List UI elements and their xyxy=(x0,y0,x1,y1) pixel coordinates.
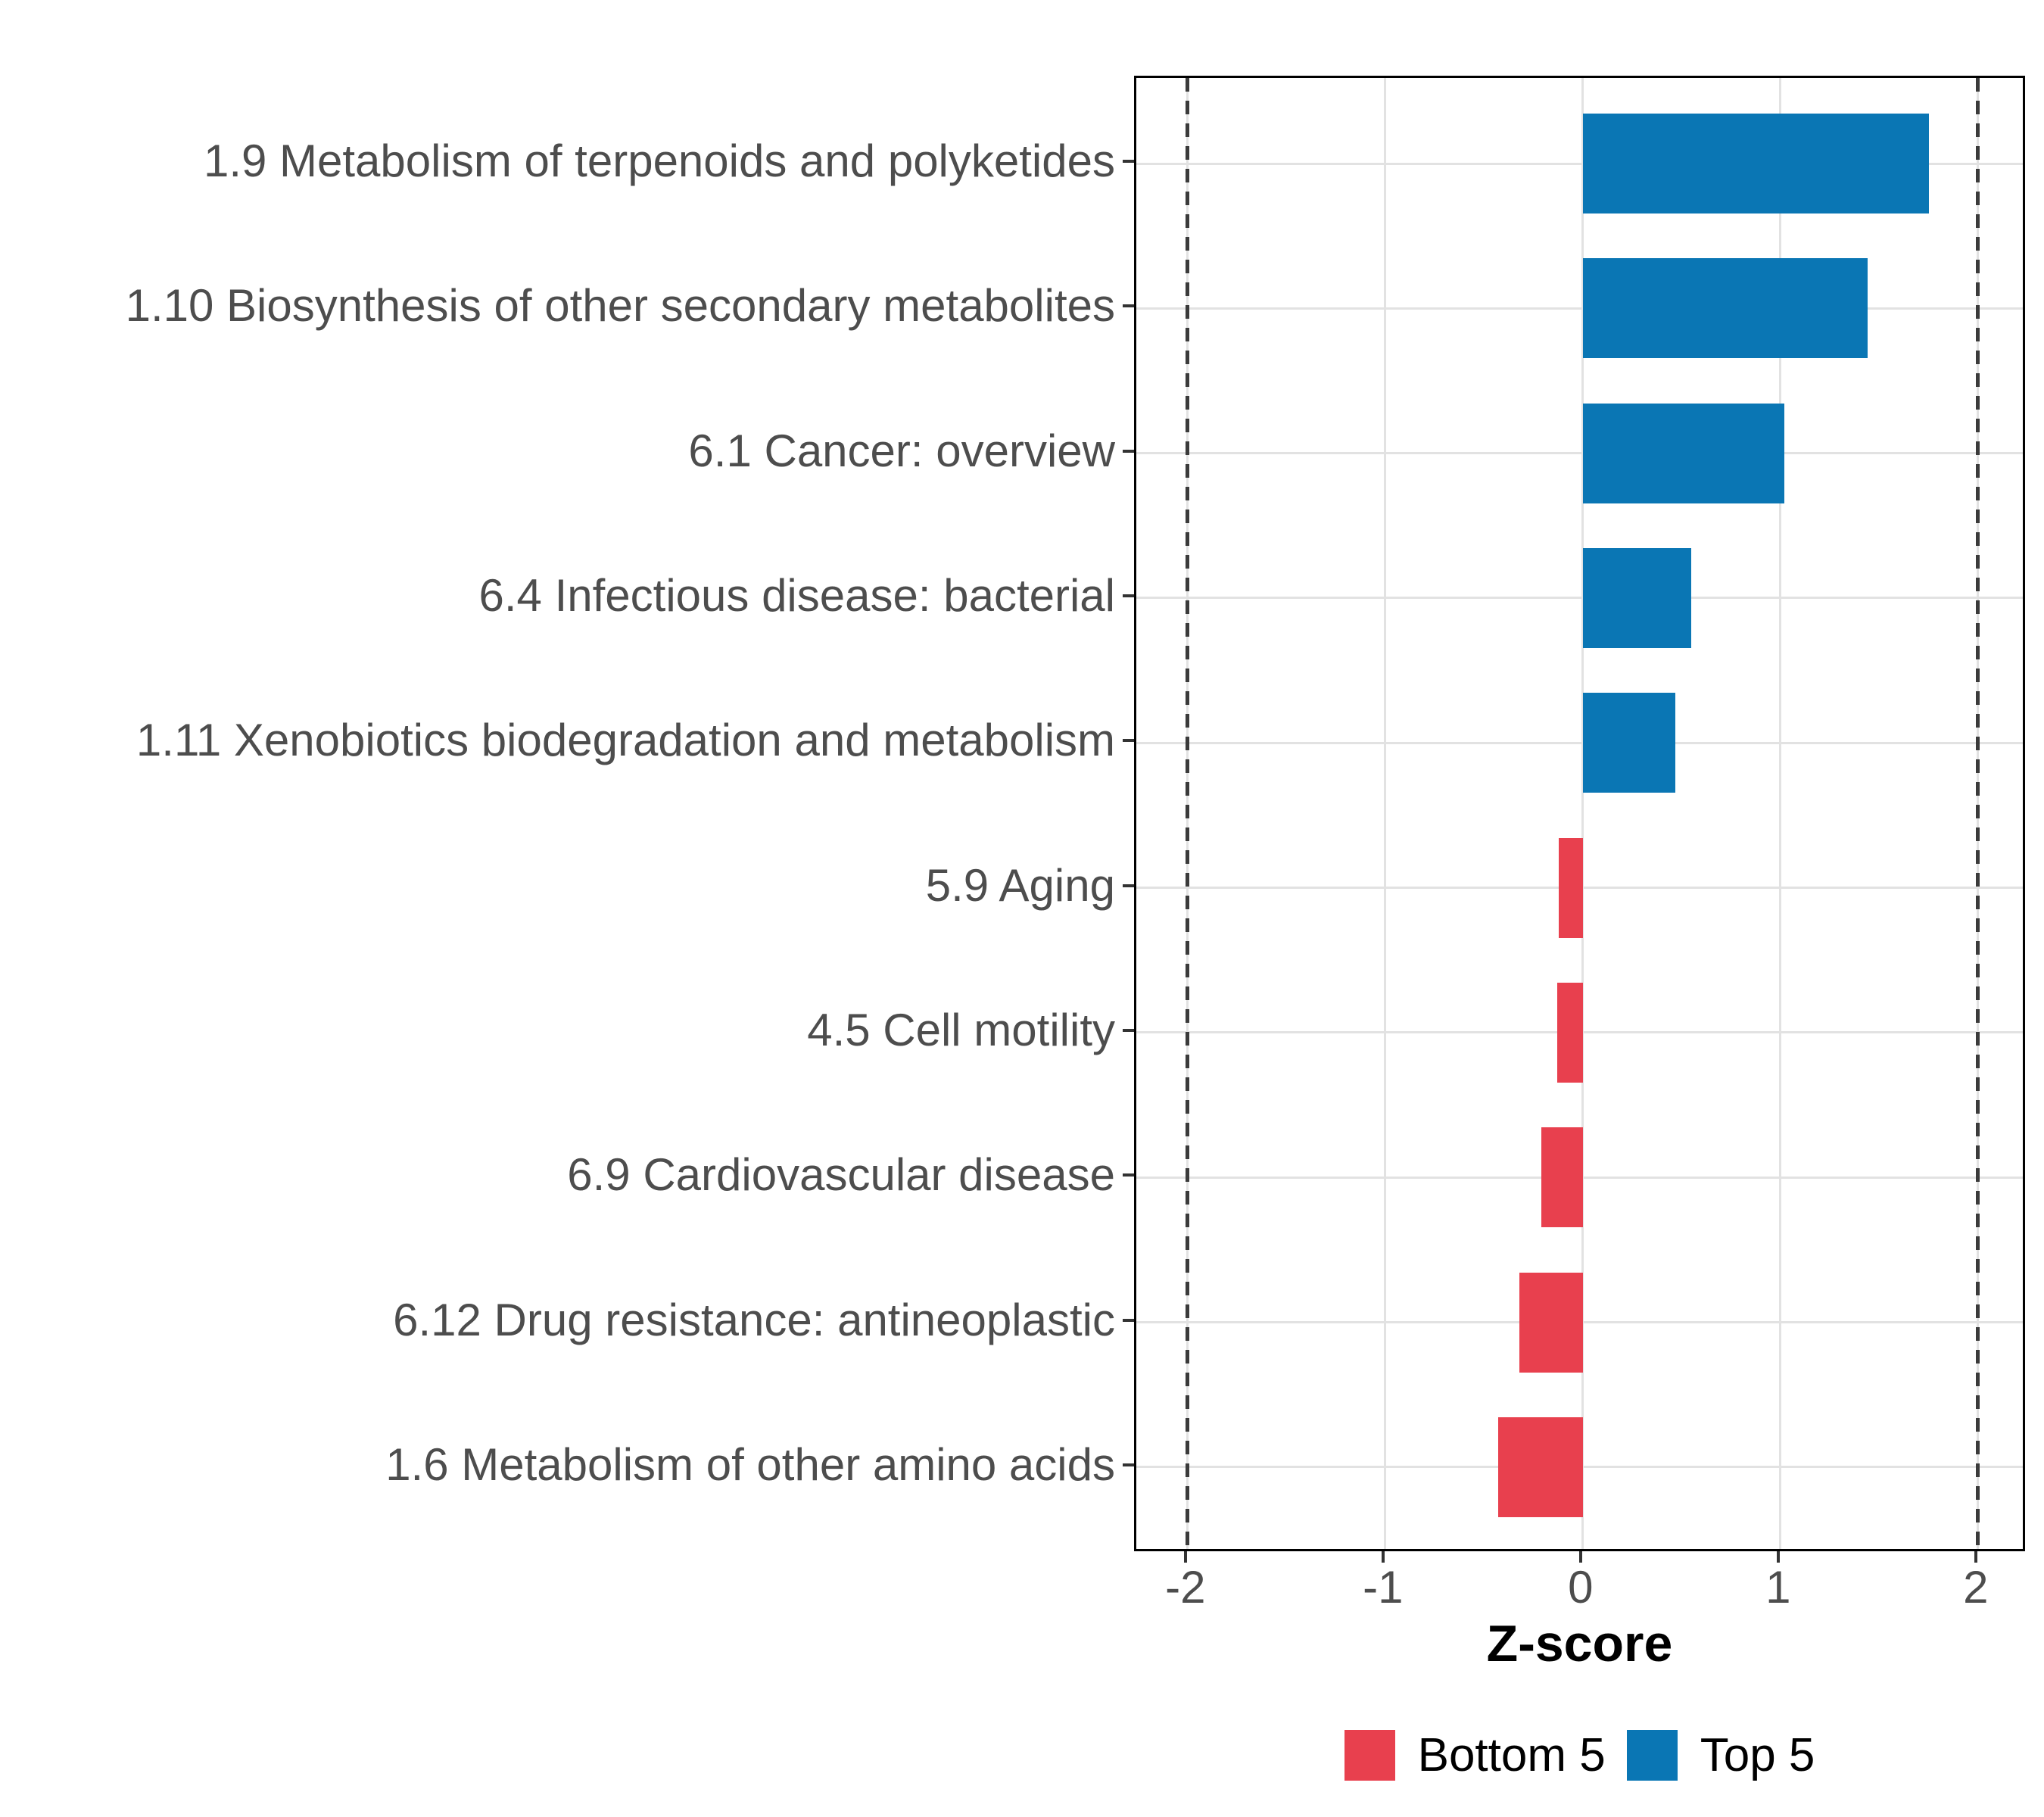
gridline-x-1 xyxy=(1779,78,1782,1549)
y-axis-label: 1.6 Metabolism of other amino acids xyxy=(385,1438,1115,1490)
legend-item-top-5: Top 5 xyxy=(1626,1729,1815,1781)
bar-10 xyxy=(1497,1417,1583,1517)
reference-line--2 xyxy=(1186,78,1190,1549)
legend-swatch-bottom-5 xyxy=(1344,1730,1395,1781)
y-axis-label: 6.1 Cancer: overview xyxy=(688,425,1115,476)
y-axis-tick xyxy=(1123,160,1134,163)
y-axis-label: 6.12 Drug resistance: antineoplastic xyxy=(393,1294,1115,1345)
y-axis-tick xyxy=(1123,1028,1134,1032)
legend: Bottom 5 Top 5 xyxy=(1134,1730,2025,1781)
y-axis-tick xyxy=(1123,1173,1134,1177)
y-axis-tick xyxy=(1123,449,1134,453)
y-axis-tick xyxy=(1123,304,1134,308)
bar-6 xyxy=(1559,837,1583,938)
bar-1 xyxy=(1582,114,1929,213)
bar-8 xyxy=(1541,1127,1583,1228)
y-axis-label: 6.4 Infectious disease: bacterial xyxy=(478,569,1116,621)
bar-7 xyxy=(1556,982,1583,1083)
bar-5 xyxy=(1582,693,1676,793)
y-axis-label: 1.10 Biosynthesis of other secondary met… xyxy=(125,280,1115,332)
x-axis-tick xyxy=(1776,1551,1780,1563)
legend-item-bottom-5: Bottom 5 xyxy=(1344,1730,1606,1781)
x-tick-label: -1 xyxy=(1363,1562,1404,1613)
y-axis-label: 5.9 Aging xyxy=(925,859,1115,911)
x-axis-tick xyxy=(1381,1551,1385,1563)
y-axis-tick xyxy=(1123,739,1134,743)
bar-3 xyxy=(1582,403,1784,503)
y-axis-tick xyxy=(1123,1463,1134,1466)
x-axis-title: Z-score xyxy=(1486,1615,1673,1672)
y-axis-label: 1.11 Xenobiotics biodegradation and meta… xyxy=(136,715,1115,766)
bar-2 xyxy=(1582,258,1868,359)
legend-label: Top 5 xyxy=(1700,1729,1815,1781)
plot-panel xyxy=(1134,76,2025,1551)
gridline-x-0 xyxy=(1581,78,1584,1549)
y-axis-label: 1.9 Metabolism of terpenoids and polyket… xyxy=(203,136,1115,186)
y-axis-tick xyxy=(1123,1318,1134,1322)
gridline-y-row3 xyxy=(1136,452,2023,455)
y-axis-tick xyxy=(1123,884,1134,887)
x-tick-label: 2 xyxy=(1963,1562,1989,1613)
x-axis-tick xyxy=(1578,1551,1582,1563)
x-tick-label: 0 xyxy=(1568,1562,1594,1613)
reference-line-2 xyxy=(1976,78,1980,1549)
x-axis-tick xyxy=(1183,1551,1187,1563)
legend-swatch-top-5 xyxy=(1626,1730,1678,1781)
x-tick-label: -2 xyxy=(1165,1562,1206,1613)
bar-4 xyxy=(1582,547,1692,648)
gridline-x--1 xyxy=(1384,78,1387,1549)
gridline-y-row4 xyxy=(1136,597,2023,600)
y-axis-tick xyxy=(1123,594,1134,597)
gridline-y-row2 xyxy=(1136,307,2023,310)
y-axis-label: 6.9 Cardiovascular disease xyxy=(567,1149,1115,1201)
x-axis-tick xyxy=(1974,1551,1977,1563)
gridline-y-row1 xyxy=(1136,162,2023,165)
y-axis-label: 4.5 Cell motility xyxy=(807,1004,1115,1055)
legend-label: Bottom 5 xyxy=(1417,1729,1606,1781)
x-tick-label: 1 xyxy=(1765,1562,1791,1613)
bar-9 xyxy=(1519,1272,1583,1373)
gridline-y-row5 xyxy=(1136,741,2023,744)
